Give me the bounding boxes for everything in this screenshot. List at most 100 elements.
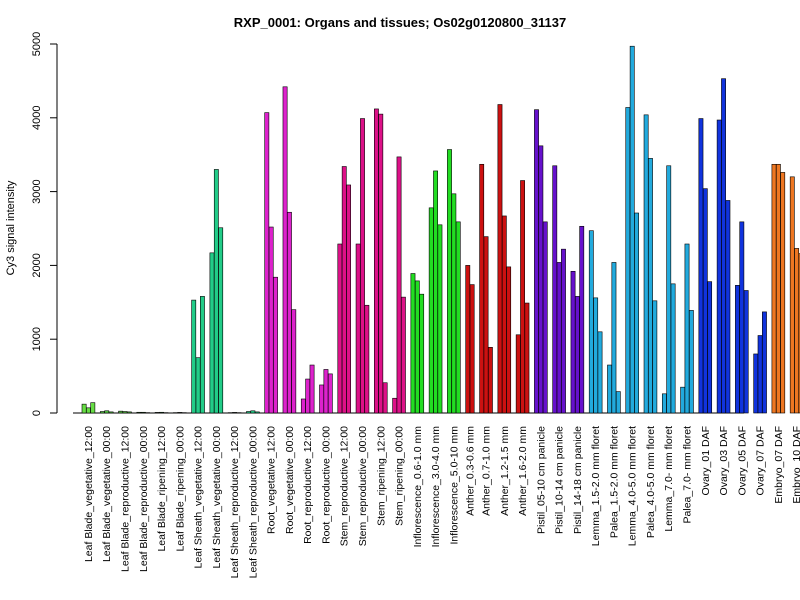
bar-18-1 (414, 280, 420, 414)
bar-21-0 (465, 265, 471, 414)
bar-10-0 (264, 112, 270, 414)
bar-31-2 (652, 300, 658, 414)
bar-14-1 (341, 166, 347, 414)
bar-39-0 (789, 176, 795, 414)
bar-5-1 (177, 412, 183, 414)
bar-27-1 (574, 296, 580, 414)
bar-2-1 (122, 411, 128, 414)
bar-27-2 (579, 225, 585, 414)
bar-39-1 (794, 248, 800, 414)
bar-19-1 (433, 170, 438, 414)
x-tick-label: Inflorescence_3.0-4.0 mm (430, 426, 442, 548)
y-tick-label: 1000 (31, 327, 43, 351)
bar-22-2 (487, 347, 493, 414)
bar-21-1 (469, 284, 475, 414)
bar-20-1 (451, 193, 457, 414)
bar-6-0 (191, 299, 197, 414)
bar-33-0 (680, 386, 686, 414)
bar-23-2 (506, 266, 512, 414)
bar-3-0 (136, 411, 142, 414)
bar-13-2 (327, 373, 333, 414)
bar-11-2 (291, 309, 297, 414)
x-tick-label: Stem_ripening_12:00 (375, 426, 387, 526)
bar-6-2 (200, 296, 205, 414)
x-tick-label: Leaf Blade_reproductive_12:00 (119, 426, 131, 572)
bar-27-0 (570, 270, 576, 414)
bar-4-0 (154, 412, 160, 414)
y-tick-label: 4000 (31, 106, 43, 130)
x-tick-label: Lemma_7.0- mm floret (663, 426, 675, 532)
bar-1-1 (104, 410, 110, 414)
x-tick-label: Leaf Blade_vegetative_00:00 (101, 426, 113, 562)
bar-7-2 (218, 227, 224, 414)
bar-12-1 (305, 378, 311, 414)
bar-9-2 (254, 411, 260, 414)
y-tick-label: 2000 (31, 253, 43, 277)
bar-25-0 (534, 109, 539, 414)
bar-38-0 (771, 163, 777, 414)
bar-23-0 (497, 104, 503, 414)
x-tick-label: Anther_0.3-0.6 mm (464, 426, 476, 516)
bar-32-2 (670, 283, 676, 414)
y-tick-label: 3000 (31, 179, 43, 203)
bar-38-1 (775, 163, 781, 414)
bar-38-2 (780, 172, 786, 414)
bar-19-0 (428, 207, 434, 414)
x-tick-label: Leaf Sheath_vegetative_00:00 (211, 426, 223, 569)
x-tick-label: Root_reproductive_00:00 (320, 426, 332, 544)
bar-10-1 (268, 226, 274, 414)
x-tick-label: Lemma_4.0-5.0 mm floret (627, 426, 639, 546)
bar-33-1 (684, 243, 690, 414)
bar-31-1 (648, 158, 653, 414)
bar-28-0 (588, 230, 594, 414)
x-tick-label: Root_reproductive_12:00 (302, 426, 314, 544)
bar-11-1 (287, 211, 292, 414)
x-tick-label: Leaf Sheath_reproductive_00:00 (247, 426, 259, 579)
x-tick-label: Anther_1.2-1.5 mm (499, 426, 511, 516)
bar-26-2 (561, 248, 566, 414)
bar-34-0 (698, 118, 704, 414)
x-tick-label: Leaf Sheath_reproductive_12:00 (229, 426, 241, 579)
x-tick-label: Pistil_10-14 cm panicle (554, 426, 566, 534)
x-tick-label: Stem_reproductive_00:00 (357, 426, 369, 546)
x-tick-label: Root_vegetative_12:00 (266, 426, 278, 534)
bar-35-1 (721, 78, 726, 414)
bar-1-0 (99, 411, 105, 414)
bar-18-2 (419, 293, 425, 414)
bar-13-0 (319, 384, 325, 414)
bar-13-1 (323, 369, 329, 414)
x-tick-label: Ovary_07 DAF (755, 426, 767, 495)
x-tick-label: Palea_4.0-5.0 mm floret (645, 426, 657, 538)
x-tick-label: Ovary_01 DAF (700, 426, 712, 495)
bar-20-0 (447, 149, 452, 414)
bar-12-0 (300, 398, 306, 414)
bar-34-2 (707, 281, 713, 414)
bar-17-1 (396, 156, 402, 414)
bar-29-1 (611, 262, 617, 414)
bar-22-1 (483, 236, 489, 414)
y-axis-ticks: 0 1000 2000 3000 4000 5000 (31, 32, 57, 416)
bar-36-0 (735, 285, 740, 414)
bar-28-2 (597, 331, 603, 414)
bar-16-0 (374, 108, 379, 414)
bar-36-1 (739, 221, 745, 414)
bar-8-1 (232, 412, 238, 414)
y-tick-label: 0 (31, 410, 43, 416)
x-tick-label: Stem_reproductive_12:00 (339, 426, 351, 546)
bar-36-2 (743, 290, 749, 414)
bar-20-2 (455, 221, 461, 414)
x-tick-label: Ovary_05 DAF (736, 426, 748, 495)
bar-17-2 (400, 296, 406, 414)
bar-34-1 (702, 188, 708, 414)
bar-9-0 (246, 411, 251, 414)
bar-22-0 (479, 163, 485, 414)
x-tick-label: Palea_1.5-2.0 mm floret (608, 426, 620, 538)
bar-16-1 (378, 113, 384, 414)
bar-35-0 (716, 119, 722, 414)
bar-12-2 (309, 364, 315, 414)
bar-2-2 (126, 411, 132, 414)
bar-25-1 (538, 145, 544, 414)
x-tick-label: Root_vegetative_00:00 (284, 426, 296, 534)
bar-2-0 (118, 410, 124, 414)
bar-39-2 (798, 253, 800, 414)
